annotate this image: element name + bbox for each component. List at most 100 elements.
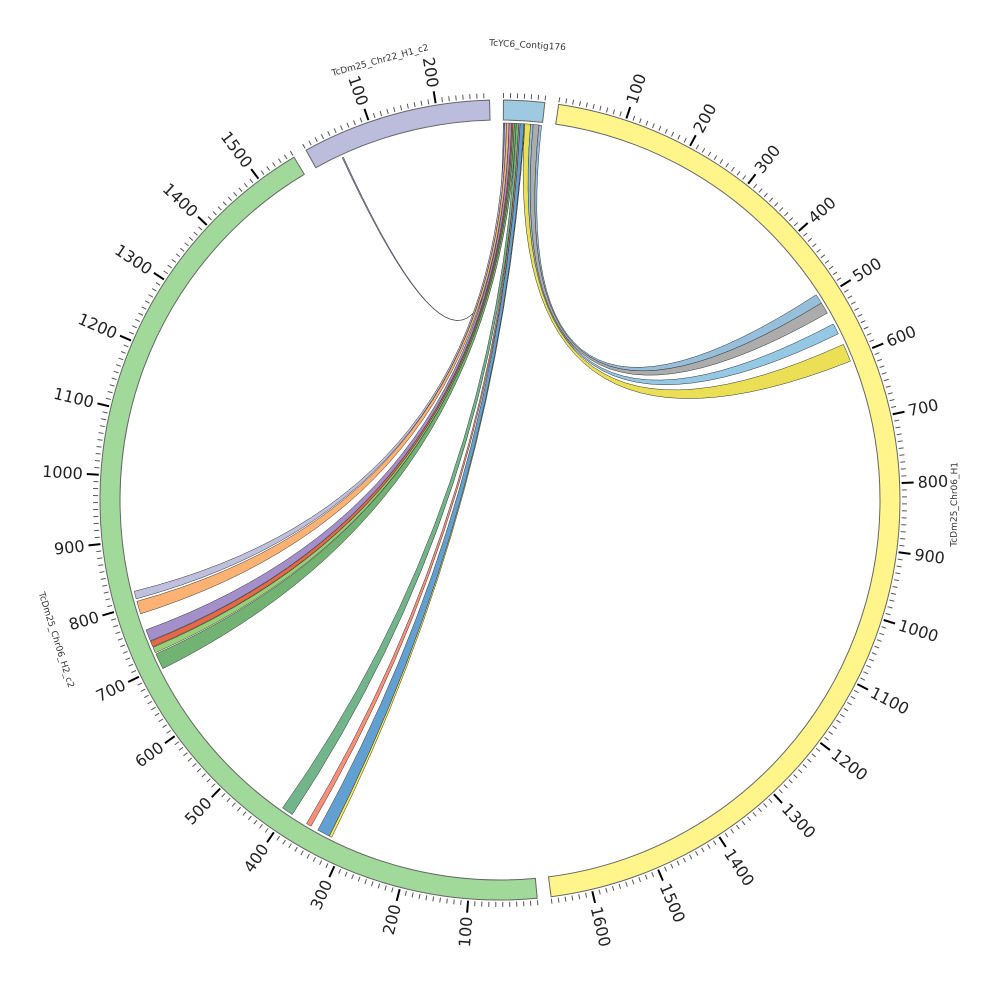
tick-label: 1300 <box>778 799 820 842</box>
minor-tick <box>294 846 298 852</box>
minor-tick <box>242 811 247 816</box>
minor-tick <box>120 351 126 354</box>
tick-label: 500 <box>181 793 216 828</box>
major-tick <box>102 611 115 617</box>
minor-tick <box>611 885 615 891</box>
minor-tick <box>151 288 157 292</box>
minor-tick <box>227 196 232 202</box>
minor-tick <box>863 671 869 675</box>
minor-tick <box>631 879 635 885</box>
minor-tick <box>247 815 252 821</box>
minor-tick <box>891 405 897 408</box>
minor-tick <box>895 426 901 429</box>
chromosome-band[interactable] <box>305 99 491 169</box>
tick-label: 800 <box>67 607 102 634</box>
minor-tick <box>695 144 700 150</box>
major-tick <box>328 865 336 878</box>
minor-tick <box>571 895 574 901</box>
minor-tick <box>632 115 636 121</box>
minor-tick <box>683 137 687 143</box>
minor-tick <box>364 879 367 885</box>
minor-tick <box>850 301 856 305</box>
minor-tick <box>340 125 343 131</box>
minor-tick <box>645 120 649 126</box>
minor-tick <box>820 254 826 259</box>
major-tick <box>211 787 221 798</box>
minor-tick <box>731 166 735 172</box>
chromosome-band[interactable] <box>99 156 538 901</box>
minor-tick <box>598 889 601 895</box>
major-tick <box>153 272 165 281</box>
minor-tick <box>592 103 595 110</box>
minor-tick <box>102 584 108 587</box>
link-ribbon <box>534 124 822 371</box>
minor-tick <box>351 874 354 880</box>
minor-tick <box>701 147 706 153</box>
minor-tick <box>166 730 171 734</box>
tick-label: 900 <box>53 536 85 558</box>
minor-tick <box>893 579 900 582</box>
minor-tick <box>448 96 450 102</box>
minor-tick <box>105 598 111 601</box>
minor-tick <box>120 644 126 648</box>
minor-tick <box>427 99 430 105</box>
minor-tick <box>742 175 747 180</box>
minor-tick <box>105 397 111 400</box>
minor-tick <box>259 824 263 829</box>
tick-label: 300 <box>306 877 336 913</box>
minor-tick <box>357 876 361 882</box>
minor-tick <box>233 192 238 197</box>
minor-tick <box>836 719 841 724</box>
minor-tick <box>359 117 363 123</box>
minor-tick <box>147 700 153 705</box>
minor-tick <box>843 707 849 712</box>
minor-tick <box>154 712 160 717</box>
minor-tick <box>763 192 768 198</box>
minor-tick <box>869 658 874 662</box>
minor-tick <box>619 111 622 117</box>
minor-tick <box>222 201 227 206</box>
minor-tick <box>148 294 154 298</box>
minor-tick <box>843 289 849 293</box>
minor-tick <box>260 170 265 175</box>
minor-tick <box>890 592 897 595</box>
minor-tick <box>102 411 108 414</box>
tick-label: 1400 <box>720 845 758 889</box>
minor-tick <box>453 899 455 905</box>
chromosome-band[interactable] <box>547 103 901 898</box>
tick-label: 1500 <box>656 881 689 926</box>
minor-tick <box>874 352 880 355</box>
tick-label: 1600 <box>587 905 615 949</box>
minor-tick <box>171 258 177 263</box>
minor-tick <box>793 222 799 227</box>
minor-tick <box>175 253 181 258</box>
minor-tick <box>897 558 903 561</box>
minor-tick <box>302 143 306 149</box>
minor-tick <box>793 774 798 779</box>
chromosome-band[interactable] <box>502 99 546 123</box>
minor-tick <box>599 105 602 111</box>
minor-tick <box>96 446 102 448</box>
minor-tick <box>113 370 119 374</box>
minor-tick <box>101 418 107 421</box>
minor-tick <box>308 140 312 146</box>
minor-tick <box>605 887 608 893</box>
minor-tick <box>881 372 887 375</box>
minor-tick <box>413 102 416 108</box>
minor-tick <box>639 118 642 124</box>
minor-tick <box>725 162 729 168</box>
minor-tick <box>811 753 817 758</box>
minor-tick <box>306 853 310 859</box>
minor-tick <box>828 731 833 735</box>
minor-tick <box>99 425 105 428</box>
minor-tick <box>158 718 164 723</box>
ideogram-layer <box>99 99 901 901</box>
minor-tick <box>253 819 258 825</box>
minor-tick <box>455 95 457 101</box>
minor-tick <box>272 162 276 167</box>
minor-tick <box>670 863 674 869</box>
minor-tick <box>178 746 184 751</box>
minor-tick <box>377 883 381 889</box>
minor-tick <box>824 736 829 741</box>
